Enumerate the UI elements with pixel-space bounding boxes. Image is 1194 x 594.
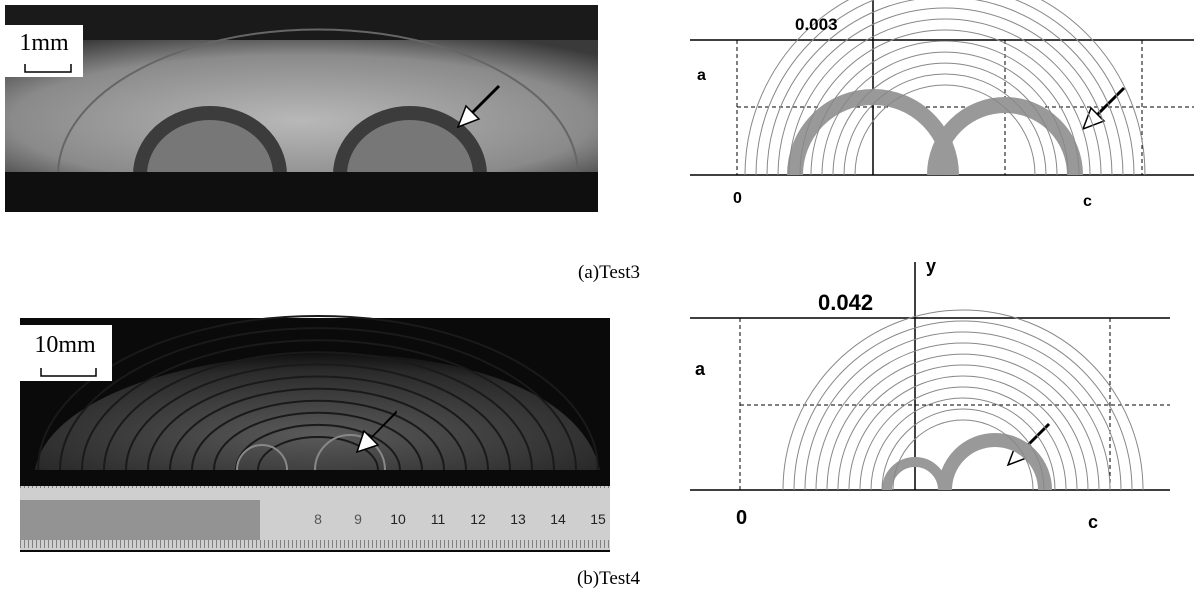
- ruler-number: 15: [590, 511, 606, 527]
- origin-label: 0: [736, 507, 747, 529]
- scale-label: 10mm: [34, 332, 96, 358]
- origin-label: 0: [733, 190, 742, 207]
- caption: (a)Test3: [578, 262, 640, 283]
- scale-label: 1mm: [19, 30, 69, 56]
- contour: [827, 354, 1099, 490]
- diagram-a: [690, 0, 1194, 175]
- ruler-number: 8: [314, 511, 322, 527]
- ruler-number: 14: [550, 511, 566, 527]
- c-label: c: [1088, 512, 1098, 532]
- contour: [794, 321, 1132, 490]
- contour: [838, 365, 1088, 490]
- ruler-number: 13: [510, 511, 526, 527]
- a-label: a: [697, 67, 706, 84]
- y-axis-label: y: [926, 256, 936, 276]
- ruler-number: 9: [354, 511, 362, 527]
- c-label: c: [1083, 193, 1092, 210]
- ruler-number: 12: [470, 511, 486, 527]
- a-label: a: [695, 359, 706, 379]
- y-value: 0.042: [818, 290, 873, 315]
- ruler-number: 11: [431, 511, 446, 527]
- ruler-number: 10: [390, 511, 406, 527]
- y-value: 0.003: [795, 15, 838, 34]
- figure: 1mm 0.003 a 0 c (a)Test3 10mm 8 9 10 11 12 13…: [0, 0, 1194, 594]
- crack-band: [945, 440, 1045, 490]
- contour: [783, 310, 1143, 490]
- photo-a: [5, 5, 598, 212]
- caption: (b)Test4: [577, 568, 641, 589]
- diagram-b: [690, 262, 1170, 490]
